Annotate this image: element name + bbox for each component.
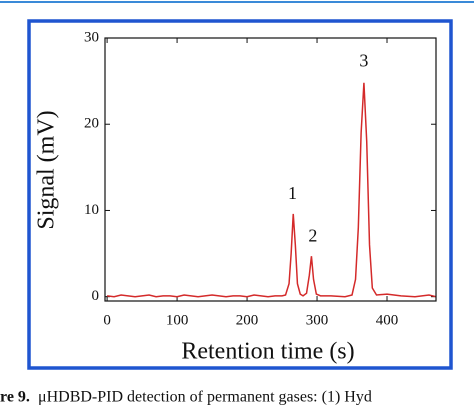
- y-tick-label: 30: [84, 29, 99, 45]
- x-tick-label: 200: [236, 312, 259, 328]
- x-axis-label: Retention time (s): [181, 339, 354, 365]
- peak-label: 3: [359, 50, 368, 70]
- x-tick-label: 300: [306, 312, 329, 328]
- peak-label: 1: [288, 183, 297, 203]
- plot-frame: [104, 37, 437, 302]
- signal-line: [107, 82, 437, 298]
- y-tick-label: 0: [92, 288, 100, 304]
- x-tick-label: 400: [376, 312, 399, 328]
- figure-frame: [27, 19, 453, 370]
- caption-text: μHDBD-PID detection of permanent gases: …: [38, 389, 372, 406]
- y-tick-label: 20: [84, 116, 99, 132]
- y-axis-label: Signal (mV): [34, 110, 60, 229]
- y-tick-label: 10: [84, 202, 99, 218]
- x-tick-label: 100: [166, 312, 189, 328]
- peak-label: 2: [308, 225, 317, 245]
- caption-label: re 9.: [0, 389, 30, 406]
- x-tick-label: 0: [103, 312, 111, 328]
